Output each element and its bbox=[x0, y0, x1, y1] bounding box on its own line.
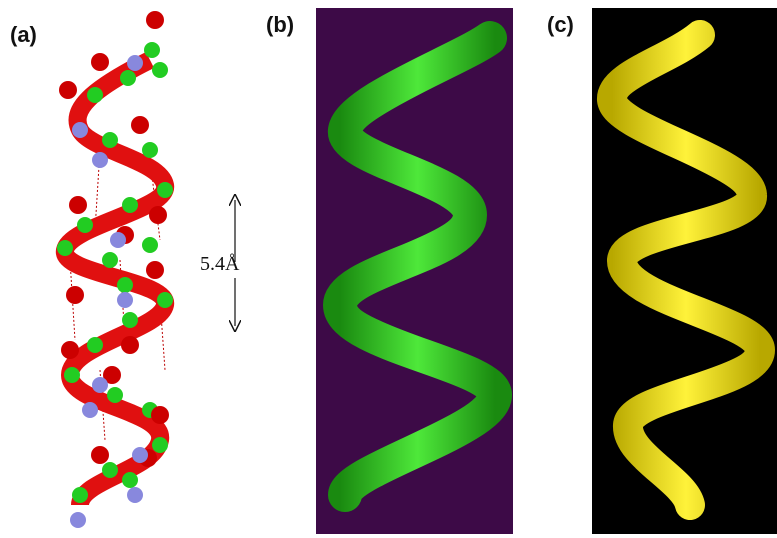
panel-label: (a) bbox=[10, 22, 37, 47]
panel-a-helix bbox=[57, 11, 173, 528]
panel-label: (c) bbox=[547, 12, 574, 37]
distance-annotation: 5.4Å bbox=[200, 253, 240, 275]
figure: 5.4Å (a) (b) (c) bbox=[0, 0, 777, 538]
panel-label: (b) bbox=[266, 12, 294, 37]
